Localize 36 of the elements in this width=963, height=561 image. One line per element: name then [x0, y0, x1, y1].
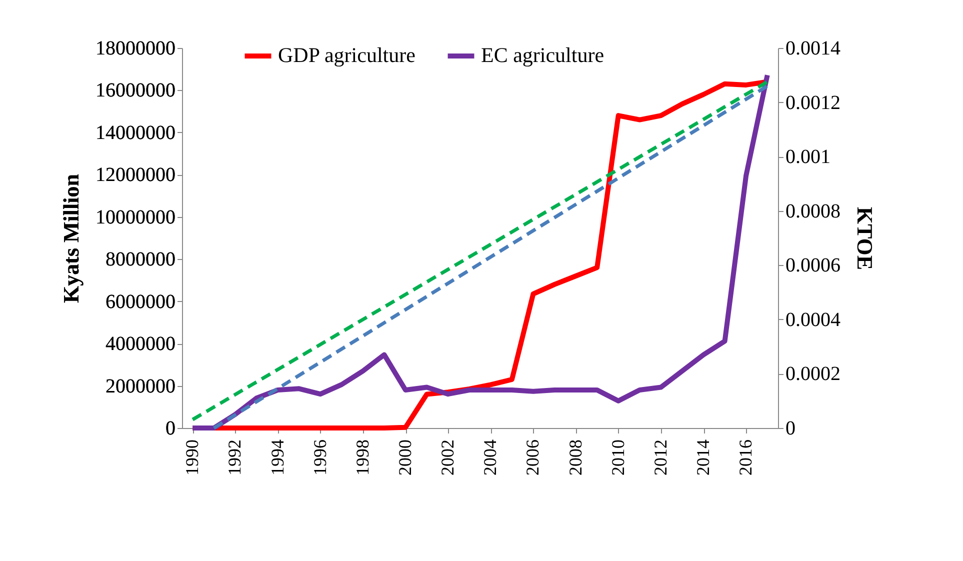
y-tick-label: 18000000 — [96, 38, 176, 60]
y2-tick-label: 0.0012 — [786, 92, 840, 114]
x-tick-label: 1998 — [352, 440, 372, 476]
y2-tick-label: 0 — [786, 418, 796, 440]
y2-tick-label: 0.0002 — [786, 363, 840, 386]
y2-tick-label: 0.0014 — [786, 38, 840, 60]
x-tick-label: 2012 — [650, 440, 670, 476]
y-tick-label: 12000000 — [96, 164, 176, 186]
y-tick-label: 8000000 — [106, 248, 176, 271]
x-tick-label: 2014 — [693, 440, 713, 476]
y-tick-label: 0 — [166, 418, 176, 440]
x-tick-label: 2006 — [522, 440, 543, 476]
y-tick-label: 10000000 — [96, 206, 176, 228]
y2-tick-label: 0.0008 — [786, 200, 840, 222]
y2-tick-label: 0.001 — [786, 146, 830, 168]
x-tick-label: 1992 — [224, 440, 245, 476]
y-tick-label: 14000000 — [96, 122, 176, 144]
y-tick-label: 2000000 — [106, 375, 176, 398]
x-tick-label: 2002 — [438, 440, 458, 476]
x-tick-label: 2010 — [608, 440, 628, 476]
x-tick-label: 2016 — [736, 440, 756, 476]
x-tick-label: 1994 — [267, 440, 288, 476]
y2-axis-title: KTOE — [852, 206, 878, 270]
x-tick-label: 2008 — [565, 440, 586, 476]
y2-tick-label: 0.0004 — [786, 308, 840, 331]
y-axis-title: Kyats Million — [58, 174, 84, 303]
y2-tick-label: 0.0006 — [786, 254, 840, 277]
y-tick-label: 6000000 — [106, 290, 176, 313]
x-tick-label: 2000 — [395, 440, 415, 476]
x-tick-label: 1990 — [182, 440, 202, 476]
x-tick-label: 2004 — [480, 440, 500, 476]
legend-label: EC agriculture — [481, 43, 604, 67]
y-tick-label: 4000000 — [106, 333, 176, 356]
y-tick-label: 16000000 — [96, 80, 176, 102]
x-tick-label: 1996 — [310, 440, 330, 476]
legend-label: GDP agriculture — [278, 43, 416, 67]
